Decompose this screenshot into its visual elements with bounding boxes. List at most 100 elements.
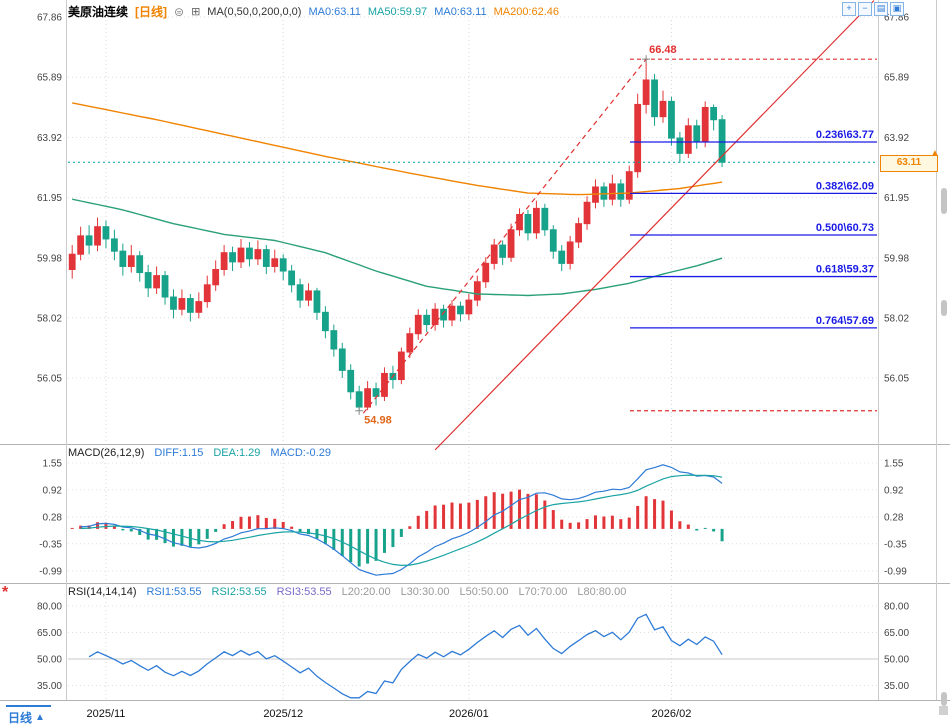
rsi2-value: RSI2:53.55 — [211, 586, 267, 598]
candle — [77, 235, 85, 255]
candle — [85, 235, 93, 246]
fib-label: 0.764\57.69 — [816, 315, 874, 327]
ma-value-0b: MA0:63.11 — [434, 5, 487, 18]
symbol-name: 美原油连续 — [68, 5, 129, 19]
macd-diff-value: DIFF:1.15 — [154, 447, 204, 459]
ma-indicator-icon[interactable]: ⊞ — [191, 6, 201, 18]
candle — [220, 252, 228, 271]
macd-axis-tick: 0.92 — [884, 485, 904, 496]
settings-icon[interactable]: ⊜ — [174, 4, 185, 19]
candle — [322, 311, 329, 332]
candle — [423, 314, 431, 326]
indicator-flag-icon[interactable]: * — [2, 584, 9, 601]
price-axis-tick: 59.98 — [37, 253, 62, 264]
candle — [229, 252, 236, 263]
rsi-axis-tick: 50.00 — [884, 654, 909, 665]
period-label[interactable]: [日线] — [135, 5, 168, 19]
price-axis-tick: 67.86 — [37, 13, 62, 24]
candle — [195, 301, 203, 313]
macd-dea-value: DEA:1.29 — [213, 447, 261, 459]
scrollbar-thumb[interactable] — [941, 300, 947, 316]
candle — [212, 269, 220, 286]
candle — [305, 290, 312, 301]
candle — [288, 270, 296, 286]
ma200-line — [72, 102, 723, 196]
pane-grid-icon[interactable]: ▣ — [890, 2, 904, 16]
trend-line[interactable] — [362, 58, 647, 414]
candle — [237, 247, 245, 263]
candle — [516, 213, 523, 231]
candle — [203, 284, 211, 303]
fib-label: 0.382\62.09 — [816, 180, 874, 192]
price-up-arrow-icon[interactable]: ▲ — [930, 148, 940, 159]
candle — [617, 183, 625, 200]
candle — [262, 249, 270, 267]
price-axis-tick: 56.05 — [884, 374, 909, 385]
candle — [490, 244, 498, 264]
candle — [524, 213, 532, 234]
rsi-level-30: L30:30.00 — [400, 586, 450, 598]
candle — [541, 207, 549, 231]
scrollbar-thumb[interactable] — [941, 188, 947, 214]
rsi-level-80: L80:80.00 — [577, 586, 627, 598]
price-axis-tick: 61.95 — [37, 193, 62, 204]
candle — [313, 290, 321, 313]
candle — [414, 314, 422, 335]
candle — [440, 308, 447, 321]
trend-line[interactable] — [434, 0, 875, 451]
candle — [710, 106, 718, 121]
fib-label: 0.500\60.73 — [816, 222, 874, 234]
rsi3-value: RSI3:53.55 — [276, 586, 332, 598]
chart-header: 美原油连续 [日线] ⊜ ⊞ MA(0,50,0,200,0,0) MA0:63… — [68, 3, 559, 20]
candle — [170, 296, 177, 310]
rsi-level-20: L20:20.00 — [341, 586, 391, 598]
candle — [473, 281, 481, 301]
ma-value-200: MA200:62.46 — [493, 5, 560, 18]
candles-layer — [68, 59, 726, 411]
zoom-out-icon[interactable]: − — [858, 2, 872, 16]
price-axis-tick: 65.89 — [37, 73, 62, 84]
ma50-line — [72, 198, 723, 297]
candle — [507, 229, 515, 258]
candle — [372, 388, 380, 397]
pane-list-icon[interactable]: ▤ — [874, 2, 888, 16]
candle — [659, 100, 667, 118]
chart-toolbar: + − ▤ ▣ — [842, 2, 904, 16]
rsi-axis-tick: 80.00 — [37, 602, 62, 613]
macd-title: MACD(26,12,9) — [68, 447, 145, 459]
x-axis-label: 2026/01 — [449, 708, 489, 720]
resize-grip[interactable] — [939, 706, 948, 715]
overlay-lines-layer: 0.236\63.77 0.382\62.09 0.500\60.73 0.618\5… — [68, 0, 878, 451]
rsi-axis-tick: 50.00 — [37, 654, 62, 665]
fib-label: 0.618\59.37 — [816, 264, 874, 276]
price-axis-tick: 58.02 — [37, 313, 62, 324]
rsi-axis-tick: 80.00 — [884, 602, 909, 613]
rsi-axis-tick: 35.00 — [37, 681, 62, 692]
macd-axis-tick: 1.55 — [43, 459, 63, 470]
candle — [161, 275, 169, 298]
candle — [676, 137, 684, 154]
candle — [608, 183, 616, 200]
candle — [642, 79, 650, 105]
candle — [701, 106, 709, 142]
tab-up-arrow-icon: ▲ — [35, 712, 45, 723]
candle — [465, 299, 473, 315]
candle — [625, 171, 633, 200]
candle — [246, 247, 253, 260]
zoom-in-icon[interactable]: + — [842, 2, 856, 16]
candle — [127, 255, 135, 267]
high-annotation: 66.48 — [649, 44, 677, 56]
candle — [566, 241, 574, 264]
rsi-title: RSI(14,14,14) — [68, 586, 137, 598]
candle — [330, 330, 338, 350]
price-axis-tick: 63.92 — [37, 133, 62, 144]
candle — [651, 79, 658, 118]
macd-axis-tick: 1.55 — [884, 459, 904, 470]
scrollbar-thumb[interactable] — [941, 692, 947, 706]
period-tab-daily[interactable]: 日线 ▲ — [6, 705, 51, 726]
price-axis-tick: 58.02 — [884, 313, 909, 324]
candle — [254, 249, 262, 260]
candle — [668, 100, 675, 139]
